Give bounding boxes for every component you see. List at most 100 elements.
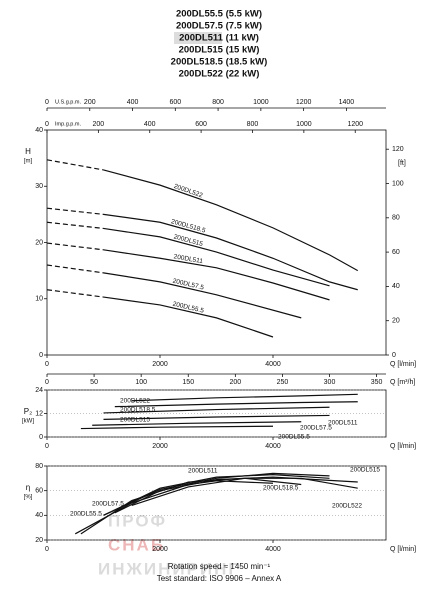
x-axis-label: Q [l/min] [390,361,416,368]
curve-dashed [46,264,104,274]
top-tick-label: 1400 [339,99,355,106]
top-axis-label: Imp.g.p.m. [55,121,81,127]
y-tick-label: 60 [35,488,43,495]
curve-label: 200DL515 [120,417,150,424]
y-axis-label: H [25,147,31,156]
top-tick-label: 800 [212,99,224,106]
right-tick-label: 20 [392,318,400,325]
curve-label: 200DL511 [328,420,358,427]
curve-label: 200DL511 [173,253,204,265]
bottom-tick-label: 150 [182,379,194,386]
right-tick-label: 120 [392,146,404,153]
curve [80,425,274,430]
curve-label: 200DL515 [350,467,380,474]
y-tick-label: 40 [35,512,43,519]
curve-label: 200DL511 [188,468,218,475]
top-tick-label: 800 [247,121,259,128]
curve [103,406,330,414]
plot-frame [46,465,387,541]
y-axis-unit: [kW] [22,419,34,425]
y-axis-label: P₂ [24,407,32,416]
y-tick-label: 30 [35,183,43,190]
curve-label: 200DL522 [120,398,150,405]
top-tick-label: 0 [45,99,49,106]
top-tick-label: 600 [169,99,181,106]
curve [103,414,330,420]
curve-label: 200DL55.5 [278,434,310,441]
top-tick-label: 400 [127,99,139,106]
right-tick-label: 0 [392,352,396,359]
y-tick-label: 0 [39,352,43,359]
top-tick-label: 600 [195,121,207,128]
watermark: ПРОФ [108,511,167,530]
top-tick-label: 1200 [296,99,312,106]
top-axis-label: U.S.g.p.m. [55,99,81,105]
y-axis-label: η [26,483,30,492]
model-label: 200DL57.5 (7.5 kW) [176,21,262,32]
curve-label: 200DL57.5 [300,425,332,432]
curve-label: 200DL518.5 [120,407,156,414]
x-tick-label: 2000 [152,546,168,553]
y-tick-label: 20 [35,239,43,246]
right-tick-label: 100 [392,180,404,187]
y-axis-unit: [m] [24,159,33,165]
y-tick-label: 40 [35,127,43,134]
y-tick-label: 20 [35,537,43,544]
curve [103,272,302,319]
bottom-axis-label: Q [m³/h] [390,379,415,386]
right-tick-label: 40 [392,283,400,290]
model-list: 200DL55.5 (5.5 kW)200DL57.5 (7.5 kW)200D… [171,9,268,80]
model-label: 200DL518.5 (18.5 kW) [171,57,268,68]
x-tick-label: 0 [45,443,49,450]
watermark: ИНЖИНИРИНГ [98,559,240,578]
top-tick-label: 200 [93,121,105,128]
y-tick-label: 24 [35,387,43,394]
bottom-tick-label: 100 [135,379,147,386]
curve [114,401,358,408]
model-label: 200DL515 (15 kW) [179,45,260,56]
curve-dashed [46,242,104,251]
x-tick-label: 2000 [152,443,168,450]
bottom-tick-label: 350 [371,379,383,386]
curve [103,296,274,338]
curve [92,421,302,426]
model-label: 200DL55.5 (5.5 kW) [176,9,262,20]
top-tick-label: 400 [144,121,156,128]
bottom-tick-label: 300 [324,379,336,386]
y-axis-unit: [%] [24,495,33,501]
model-label: 200DL522 (22 kW) [179,69,260,80]
curve-dashed [46,221,104,230]
right-tick-label: 80 [392,215,400,222]
bottom-tick-label: 200 [229,379,241,386]
y-tick-label: 10 [35,296,43,303]
model-label: 200DL511 (11 kW) [179,33,259,44]
x-tick-label: 0 [45,361,49,368]
x-tick-label: 2000 [152,361,168,368]
top-tick-label: 1000 [253,99,269,106]
top-tick-label: 200 [84,99,96,106]
curve-label: 200DL522 [332,503,362,510]
x-tick-label: 0 [45,546,49,553]
curve [103,249,330,301]
highlight [174,32,222,44]
curve-label: 200DL57.5 [92,501,124,508]
curve [131,393,358,402]
x-axis-label: Q [l/min] [390,443,416,450]
curve-label: 200DL518.5 [263,485,299,492]
curve-dashed [46,207,104,215]
top-tick-label: 0 [45,121,49,128]
x-axis-label: Q [l/min] [390,546,416,553]
right-tick-label: 60 [392,249,400,256]
curve-label: 200DL55.5 [70,511,102,518]
curve-dashed [46,159,104,171]
y-tick-label: 0 [39,434,43,441]
test-standard: Test standard: ISO 9906 – Annex A [157,574,282,583]
top-tick-label: 1000 [296,121,312,128]
right-axis-label: [ft] [398,160,406,167]
rotation-speed: Rotation speed ≈ 1450 min⁻¹ [168,562,271,571]
x-tick-label: 4000 [265,546,281,553]
curve [103,213,358,291]
y-tick-label: 80 [35,463,43,470]
